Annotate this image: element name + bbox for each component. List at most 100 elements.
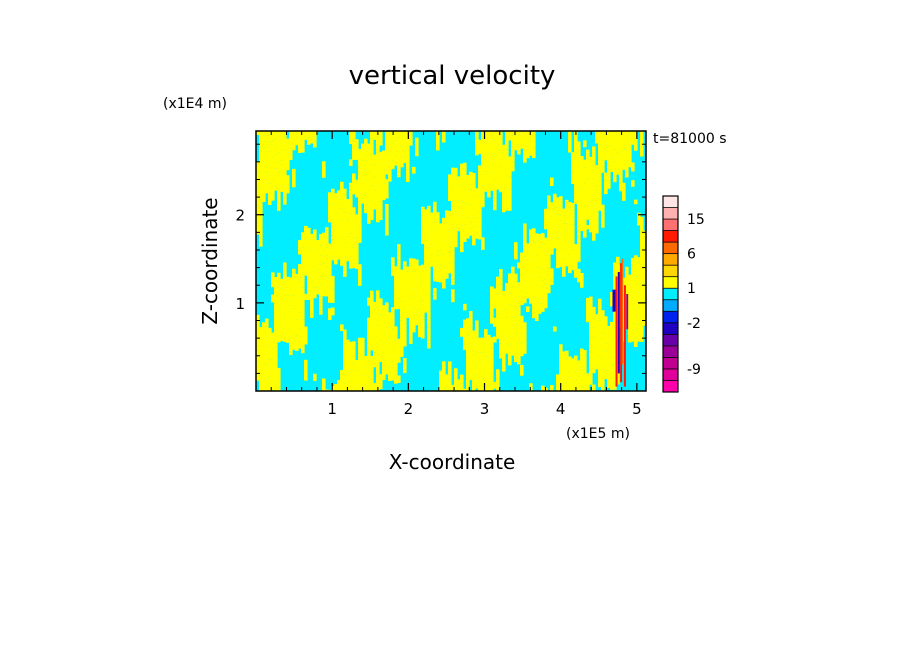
updraft-cell <box>256 314 260 331</box>
updraft-cell <box>352 341 356 349</box>
updraft-cell <box>487 361 491 375</box>
updraft-cell <box>265 171 269 180</box>
updraft-cell <box>331 256 335 261</box>
updraft-cell <box>289 305 293 319</box>
updraft-cell <box>262 346 266 365</box>
updraft-cell <box>280 309 284 325</box>
updraft-cell <box>604 351 608 371</box>
updraft-cell <box>616 131 620 136</box>
updraft-cell <box>367 207 371 224</box>
updraft-cell <box>523 292 527 304</box>
updraft-cell <box>334 246 338 265</box>
updraft-cell <box>547 209 551 223</box>
updraft-cell <box>394 364 398 375</box>
updraft-cell <box>586 302 590 323</box>
y-unit-label: (x1E4 m) <box>163 96 227 112</box>
updraft-cell <box>535 241 539 256</box>
updraft-cell <box>325 247 329 256</box>
updraft-cell <box>481 364 485 371</box>
y-tick-label: 2 <box>235 207 245 225</box>
updraft-cell <box>604 131 608 148</box>
updraft-cell <box>457 176 461 184</box>
updraft-cell <box>280 288 284 310</box>
updraft-cell <box>484 171 488 192</box>
updraft-cell <box>400 146 404 158</box>
updraft-cell <box>607 169 611 189</box>
updraft-cell <box>496 313 500 319</box>
updraft-cell <box>460 383 464 391</box>
updraft-cell <box>481 352 485 365</box>
updraft-cell <box>640 231 644 245</box>
updraft-cell <box>358 148 362 168</box>
updraft-cell <box>382 354 386 361</box>
updraft-cell <box>505 337 509 354</box>
updraft-cell <box>547 222 551 241</box>
updraft-cell <box>487 147 491 153</box>
time-label: t=81000 s <box>653 131 727 147</box>
updraft-cell <box>343 242 347 258</box>
updraft-cell <box>598 180 602 191</box>
updraft-cell <box>325 277 329 297</box>
updraft-cell <box>316 279 320 288</box>
updraft-cell <box>499 166 503 188</box>
updraft-cell <box>577 218 581 231</box>
updraft-cell <box>400 320 404 342</box>
updraft-cell <box>502 191 506 213</box>
updraft-cell <box>463 331 467 339</box>
updraft-cell <box>403 336 407 347</box>
updraft-cell <box>595 185 599 191</box>
updraft-cell <box>541 303 545 312</box>
updraft-cell <box>385 135 389 154</box>
updraft-cell <box>502 325 506 335</box>
updraft-cell <box>565 359 569 374</box>
updraft-cell <box>388 340 392 353</box>
updraft-cell <box>553 216 557 233</box>
updraft-cell <box>472 354 476 375</box>
updraft-cell <box>313 255 317 266</box>
updraft-cell <box>385 335 389 346</box>
updraft-cell <box>370 371 374 390</box>
updraft-cell <box>604 316 608 329</box>
updraft-cell <box>451 242 455 264</box>
updraft-cell <box>268 183 272 205</box>
updraft-cell <box>589 161 593 183</box>
updraft-cell <box>391 365 395 381</box>
updraft-cell <box>499 343 503 359</box>
updraft-cell <box>553 193 557 208</box>
updraft-cell <box>283 335 287 342</box>
updraft-cell <box>298 264 302 282</box>
updraft-cell <box>634 291 638 310</box>
updraft-cell <box>592 306 596 319</box>
updraft-cell <box>274 277 278 293</box>
updraft-cell <box>415 259 419 275</box>
updraft-cell <box>547 260 551 275</box>
updraft-cell <box>415 315 419 326</box>
colorbar-tick-label: 1 <box>687 281 696 297</box>
updraft-cell <box>442 131 446 143</box>
updraft-cell <box>589 314 593 323</box>
updraft-cell <box>490 337 494 348</box>
updraft-cell <box>256 350 260 362</box>
updraft-cell <box>271 140 275 157</box>
updraft-cell <box>523 131 527 142</box>
updraft-cell <box>505 283 509 297</box>
updraft-cell <box>574 259 578 278</box>
colorbar-segment <box>663 357 678 370</box>
updraft-cell <box>565 373 569 383</box>
updraft-cell <box>556 380 560 391</box>
updraft-cell <box>301 232 305 248</box>
updraft-cell <box>271 364 275 384</box>
updraft-cell <box>598 144 602 159</box>
updraft-cell <box>454 228 458 248</box>
updraft-cell <box>562 385 566 391</box>
updraft-cell <box>262 322 266 327</box>
updraft-cell <box>376 307 380 314</box>
updraft-cell <box>466 335 470 358</box>
updraft-cell <box>331 288 335 303</box>
updraft-cell <box>574 152 578 170</box>
updraft-cell <box>640 244 644 265</box>
updraft-cell <box>259 327 263 347</box>
updraft-cell <box>319 234 323 246</box>
updraft-cell <box>388 352 392 357</box>
y-axis-title: Z-coordinate <box>198 197 222 324</box>
